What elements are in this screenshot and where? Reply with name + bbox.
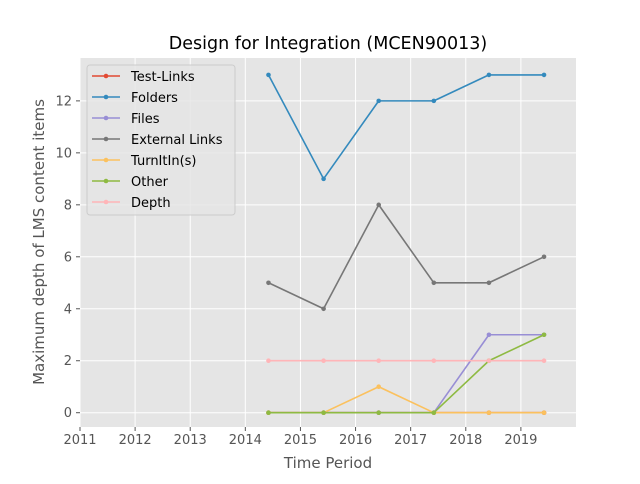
data-point (376, 384, 382, 390)
y-axis-ticks: 0 2 4 6 8 10 12 (55, 94, 80, 421)
legend-marker (103, 199, 109, 205)
x-tick-label: 2017 (394, 433, 427, 448)
y-tick-label: 10 (55, 146, 72, 161)
y-tick-label: 4 (64, 302, 72, 317)
data-point (486, 280, 492, 286)
data-point (376, 358, 382, 364)
data-point (321, 410, 326, 416)
y-tick-label: 12 (55, 94, 72, 109)
legend-entry: Test-Links (92, 70, 195, 85)
y-tick-label: 6 (64, 250, 72, 265)
legend-marker (103, 157, 109, 163)
legend-entries: Test-Links Folders Files External Links Turn… (92, 70, 223, 211)
legend-marker (103, 178, 109, 184)
legend-marker (103, 94, 109, 100)
legend-entry: Other (92, 175, 169, 190)
data-point (486, 72, 492, 78)
data-point (431, 410, 437, 416)
y-tick-label: 0 (64, 406, 72, 421)
legend-label: Depth (131, 196, 171, 211)
legend: Test-Links Folders Files External Links Turn… (86, 64, 236, 216)
x-tick-label: 2015 (284, 433, 317, 448)
legend-label: Files (131, 112, 160, 127)
data-point (376, 202, 382, 208)
data-point (266, 280, 271, 286)
legend-label: Test-Links (130, 70, 195, 85)
series-line (268, 334, 545, 414)
y-tick-label: 8 (64, 198, 72, 213)
chart-title: Design for Integration (MCEN90013) (169, 34, 487, 54)
x-tick-label: 2018 (449, 433, 482, 448)
series-other (266, 332, 547, 416)
legend-entry: Depth (92, 196, 171, 211)
data-point (431, 280, 437, 286)
data-point (266, 358, 271, 364)
legend-entry: TurnItIn(s) (92, 154, 196, 169)
legend-box (86, 64, 236, 216)
y-tick-label: 2 (64, 354, 72, 369)
series-external-links (266, 202, 547, 312)
series-group (266, 72, 547, 416)
data-point (431, 98, 437, 104)
legend-label: TurnItIn(s) (130, 154, 196, 169)
legend-label: External Links (131, 133, 223, 148)
legend-label: Folders (131, 91, 178, 106)
legend-entry: Folders (92, 91, 178, 106)
data-point (486, 332, 492, 338)
data-point (486, 358, 492, 364)
x-tick-label: 2013 (174, 433, 207, 448)
data-point (321, 176, 326, 182)
data-point (486, 410, 492, 416)
data-point (541, 254, 547, 260)
x-axis-label: Time Period (283, 454, 372, 472)
data-point (266, 72, 271, 78)
data-point (376, 98, 382, 104)
data-point (376, 410, 382, 416)
data-point (541, 358, 547, 364)
data-point (541, 332, 547, 338)
x-tick-label: 2014 (229, 433, 262, 448)
legend-entry: Files (92, 112, 160, 127)
series-depth (266, 358, 547, 364)
legend-entry: External Links (92, 133, 223, 148)
x-tick-label: 2019 (504, 433, 537, 448)
x-tick-label: 2011 (63, 433, 96, 448)
series-line (267, 74, 545, 180)
data-point (321, 358, 326, 364)
series-folders (266, 72, 547, 182)
y-axis-label: Maximum depth of LMS content items (30, 99, 48, 385)
legend-marker (103, 136, 109, 142)
data-point (431, 358, 437, 364)
legend-label: Other (131, 175, 169, 190)
data-point (266, 410, 271, 416)
legend-marker (103, 115, 109, 121)
data-point (541, 72, 547, 78)
x-tick-label: 2012 (119, 433, 152, 448)
x-tick-label: 2016 (339, 433, 372, 448)
data-point (541, 410, 547, 416)
series-line (268, 204, 545, 310)
legend-marker (103, 73, 109, 79)
x-axis-ticks: 2011 2012 2013 2014 2015 2016 2017 2018 2019 (63, 427, 537, 448)
data-point (321, 306, 326, 312)
